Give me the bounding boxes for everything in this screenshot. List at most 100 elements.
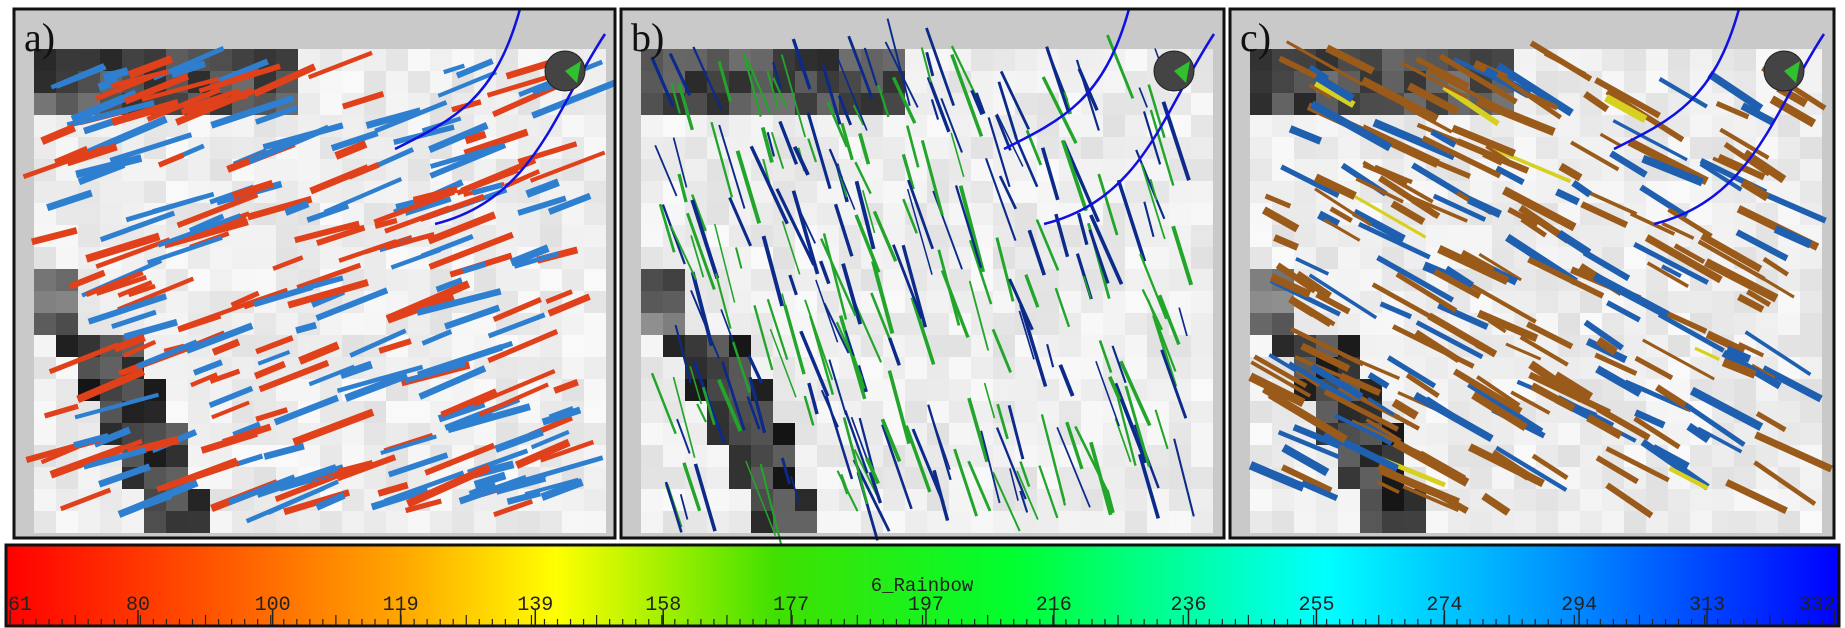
terrain-cell [641,225,663,247]
terrain-cell [927,137,949,159]
terrain-cell [1800,137,1822,159]
terrain-cell [1015,357,1037,379]
terrain-cell [584,489,606,511]
terrain-cell [1191,203,1213,225]
terrain-cell [1037,137,1059,159]
terrain-cell [232,247,254,269]
terrain-cell [1081,511,1103,533]
terrain-cell [320,71,342,93]
terrain-cell [861,181,883,203]
terrain-cell [1272,313,1294,335]
terrain-cell [1059,335,1081,357]
terrain-cell [641,445,663,467]
terrain-cell [1712,291,1734,313]
terrain-cell [386,401,408,423]
terrain-cell [1169,467,1191,489]
terrain-cell [100,203,122,225]
terrain-cell [320,445,342,467]
terrain-cell [1081,115,1103,137]
terrain-cell [144,401,166,423]
terrain-cell [1536,511,1558,533]
terrain-cell [905,401,927,423]
tick-label: 255 [1298,594,1334,617]
terrain-cell [540,225,562,247]
terrain-cell [1514,489,1536,511]
terrain-cell [641,467,663,489]
terrain-cell [641,269,663,291]
terrain-cell [1492,423,1514,445]
terrain-cell [144,511,166,533]
terrain-cell [949,269,971,291]
terrain-cell [795,511,817,533]
terrain-cell [1602,225,1624,247]
terrain-cell [1037,401,1059,423]
terrain-cell [1191,401,1213,423]
terrain-cell [1015,93,1037,115]
terrain-cell [641,489,663,511]
terrain-cell [1492,357,1514,379]
terrain-cell [1800,291,1822,313]
terrain-cell [949,423,971,445]
terrain-cell [1712,511,1734,533]
tick-label: 80 [126,594,150,617]
terrain-cell [641,291,663,313]
tick-label: 139 [517,594,553,617]
terrain-cell [1125,313,1147,335]
terrain-cell [254,313,276,335]
terrain-cell [188,489,210,511]
terrain-cell [1778,401,1800,423]
terrain-cell [729,467,751,489]
terrain-cell [729,511,751,533]
terrain-cell [795,423,817,445]
terrain-cell [1690,203,1712,225]
tick-label: 119 [383,594,419,617]
panel: c) [1230,9,1834,538]
terrain-cell [1514,49,1536,71]
terrain-cell [1624,71,1646,93]
terrain-cell [949,335,971,357]
terrain-cell [276,159,298,181]
terrain-cell [56,49,78,71]
terrain-cell [1272,489,1294,511]
terrain-cell [1015,203,1037,225]
terrain-cell [1800,159,1822,181]
terrain-cell [1316,247,1338,269]
terrain-cell [34,423,56,445]
terrain-cell [1734,313,1756,335]
terrain-cell [1558,71,1580,93]
terrain-cell [1103,93,1125,115]
terrain-cell [1169,335,1191,357]
terrain-cell [364,269,386,291]
terrain-cell [1360,93,1382,115]
terrain-cell [971,379,993,401]
terrain-cell [1558,511,1580,533]
terrain-cell [1624,511,1646,533]
terrain-cell [562,269,584,291]
terrain-cell [663,291,685,313]
terrain-cell [386,71,408,93]
colorbar-title: 6_Rainbow [871,575,974,597]
terrain-cell [34,379,56,401]
terrain-cell [408,159,430,181]
terrain-cell [971,49,993,71]
terrain-cell [1382,489,1404,511]
terrain-cell [298,159,320,181]
terrain-cell [1712,379,1734,401]
terrain-cell [1015,71,1037,93]
terrain-cell [839,511,861,533]
terrain-cell [1668,181,1690,203]
terrain-cell [540,511,562,533]
terrain-cell [861,159,883,181]
terrain-cell [1712,445,1734,467]
terrain-cell [78,467,100,489]
terrain-cell [1580,225,1602,247]
terrain-cell [584,467,606,489]
terrain-cell [1624,181,1646,203]
terrain-cell [817,445,839,467]
terrain-cell [584,335,606,357]
terrain-cell [1125,181,1147,203]
terrain-cell [1558,313,1580,335]
terrain-cell [122,181,144,203]
terrain-cell [1558,115,1580,137]
terrain-cell [78,203,100,225]
